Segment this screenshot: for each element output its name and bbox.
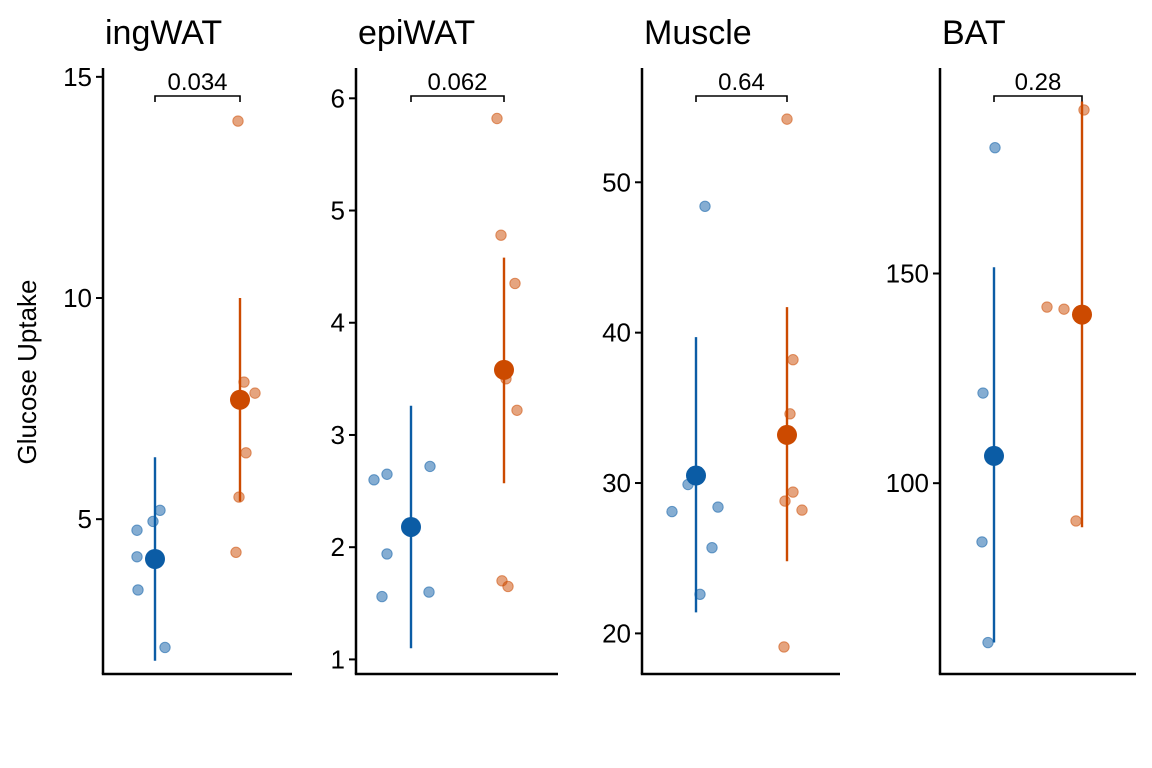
data-point	[778, 641, 790, 653]
data-point	[154, 504, 166, 517]
data-point	[784, 408, 796, 420]
p-value-label: 0.64	[718, 69, 765, 96]
panel-bat: BAT 100 150 0.28	[886, 14, 1136, 676]
data-point	[1041, 301, 1053, 313]
significance-bracket	[154, 95, 241, 102]
panel-ingwat: ingWAT 5 10 15 0.034	[63, 14, 292, 676]
data-point	[781, 113, 793, 125]
data-point	[159, 641, 171, 654]
y-tick-label: 50	[602, 167, 631, 197]
panel-title: Muscle	[644, 14, 752, 52]
data-point	[230, 546, 242, 559]
mean-point	[686, 465, 706, 486]
significance-bracket	[993, 95, 1083, 102]
data-point	[712, 501, 724, 513]
significance-bracket	[695, 95, 788, 102]
mean-point	[1072, 304, 1092, 325]
data-point	[787, 354, 799, 366]
data-point	[131, 524, 143, 536]
data-point	[509, 277, 521, 290]
data-point	[381, 548, 393, 560]
data-point	[240, 447, 252, 459]
data-point	[1078, 104, 1090, 116]
data-point	[1058, 303, 1070, 315]
mean-point	[984, 445, 1004, 466]
data-point	[147, 515, 159, 528]
y-tick-label: 3	[331, 420, 345, 450]
panel-title: ingWAT	[105, 14, 222, 52]
y-tick-label: 10	[63, 283, 92, 313]
data-point	[977, 387, 989, 399]
data-point	[249, 387, 261, 399]
data-point	[511, 404, 523, 416]
mean-point	[777, 424, 797, 445]
data-point	[699, 200, 711, 213]
data-point	[423, 586, 435, 598]
y-tick-label: 15	[63, 62, 92, 92]
data-point	[706, 541, 718, 554]
y-tick-label: 6	[331, 83, 345, 113]
y-tick-label: 150	[886, 258, 929, 288]
data-point	[368, 474, 380, 486]
data-point	[381, 468, 393, 480]
data-point	[238, 376, 250, 388]
data-point	[976, 536, 988, 548]
data-point	[491, 112, 503, 125]
data-point	[502, 580, 514, 593]
data-point	[495, 229, 507, 241]
p-value-label: 0.28	[1015, 69, 1062, 96]
panel-title: epiWAT	[358, 14, 475, 52]
data-point	[376, 590, 388, 603]
data-point	[787, 486, 799, 498]
y-tick-label: 2	[331, 532, 345, 562]
panels: ingWAT 5 10 15 0.034 epiWAT 1 2 3 4 5 6 0.062 Muscle 2…	[63, 14, 1136, 676]
y-tick-label: 30	[602, 468, 631, 498]
data-point	[666, 505, 678, 518]
panel-muscle: Muscle 20 30 40 50 0.64	[602, 14, 840, 676]
significance-bracket	[410, 95, 505, 102]
data-point	[424, 460, 436, 473]
panel-title: BAT	[942, 14, 1006, 52]
y-tick-label: 5	[78, 504, 92, 534]
panel-epiwat: epiWAT 1 2 3 4 5 6 0.062	[331, 14, 558, 676]
mean-point	[145, 548, 165, 569]
p-value-label: 0.062	[427, 69, 487, 96]
data-point	[989, 141, 1001, 154]
mean-point	[401, 516, 421, 537]
mean-point	[230, 389, 250, 410]
mean-point	[494, 359, 514, 380]
data-point	[796, 504, 808, 516]
data-point	[982, 636, 994, 649]
y-tick-label: 4	[331, 308, 345, 338]
y-axis-label: Glucose Uptake	[12, 280, 42, 465]
y-tick-label: 100	[886, 468, 929, 498]
y-tick-label: 5	[331, 196, 345, 226]
data-point	[694, 588, 706, 601]
data-point	[233, 491, 245, 503]
y-tick-label: 40	[602, 318, 631, 348]
data-point	[779, 495, 791, 507]
data-point	[132, 584, 144, 596]
data-point	[131, 551, 143, 563]
y-tick-label: 1	[331, 644, 345, 674]
y-tick-label: 20	[602, 618, 631, 648]
data-point	[232, 115, 244, 127]
p-value-label: 0.034	[167, 69, 227, 96]
data-point	[1070, 515, 1082, 527]
